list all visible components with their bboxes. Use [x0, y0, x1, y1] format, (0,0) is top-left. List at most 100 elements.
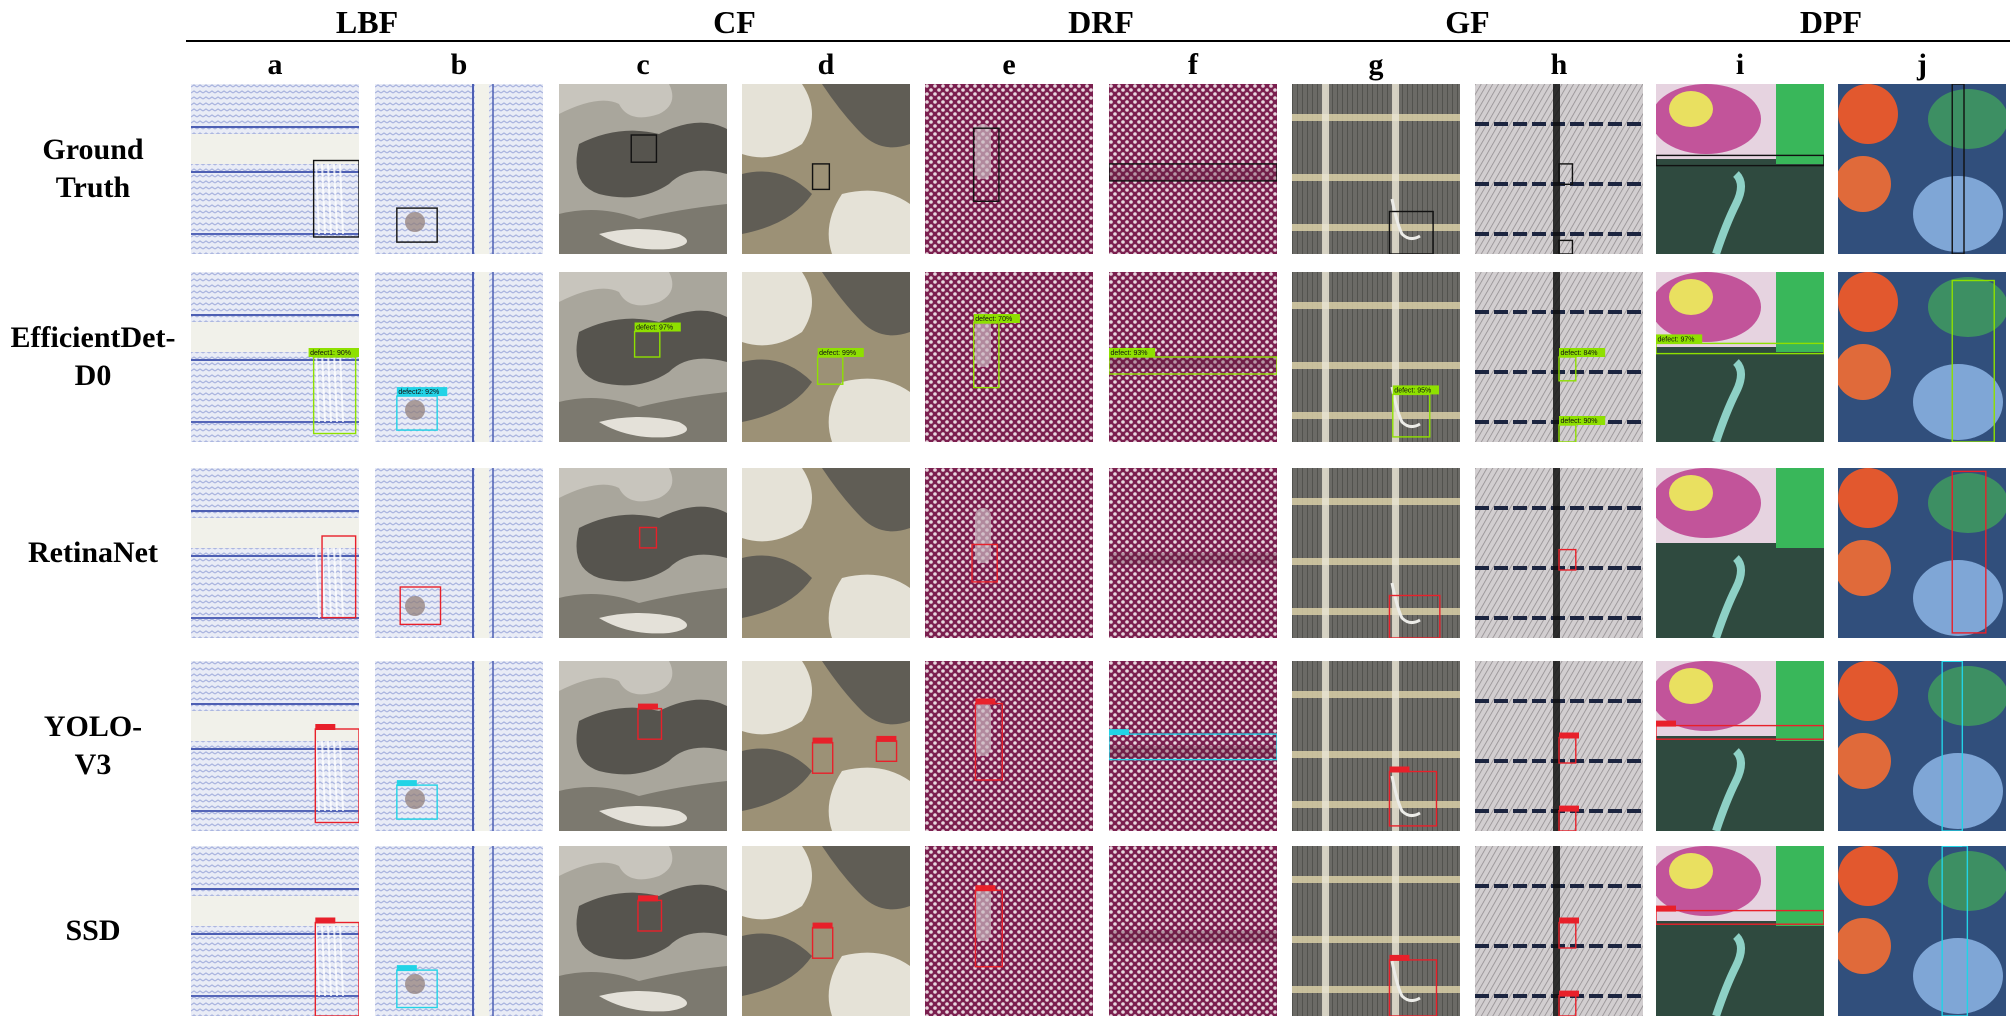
detection-label-bar: [975, 885, 996, 892]
detection-box: [811, 163, 831, 191]
fabric-image: [1838, 84, 2006, 254]
detection-label-bar: [876, 735, 897, 742]
fabric-image: [742, 661, 910, 831]
tile-j-row1: [1838, 272, 2006, 442]
detection-label-bg: [634, 322, 681, 332]
detection-label-bar: [1656, 905, 1676, 912]
tile-a-row0: [191, 84, 359, 254]
fabric-image: [375, 661, 543, 831]
detection-label-bg: [308, 348, 359, 357]
column-label-j: j: [1917, 48, 1927, 81]
detection-label-text: defect: 97%: [636, 325, 673, 332]
fabric-image: [375, 84, 543, 254]
tile-j-row4: [1838, 846, 2006, 1016]
fabric-image: [1292, 84, 1460, 254]
detection-label-bar: [315, 724, 336, 730]
detection-label-text: defect2: 92%: [398, 389, 439, 396]
fabric-image: [925, 84, 1093, 254]
tile-f-row2: [1109, 468, 1277, 638]
fabric-image: [1292, 661, 1460, 831]
detection-label-bg: [1559, 348, 1606, 357]
fabric-image: defect1: 90%: [191, 272, 359, 442]
detection-label-bar: [637, 895, 658, 902]
tile-h-row0: [1475, 84, 1643, 254]
fabric-image: [375, 468, 543, 638]
detection-label-bar: [1389, 954, 1410, 961]
group-label-gf: GF: [1445, 4, 1490, 40]
fabric-image: [1109, 84, 1277, 254]
column-label-h: h: [1550, 48, 1568, 81]
detection-label-bar: [1559, 805, 1579, 812]
fabric-image: [1838, 846, 2006, 1016]
tile-i-row0: [1656, 84, 1824, 254]
fabric-image: [925, 846, 1093, 1016]
tile-d-row4: [742, 846, 910, 1016]
detection-box: [1951, 279, 1995, 442]
detection-box: [396, 395, 438, 431]
detection-box: [1656, 724, 1824, 740]
detection-box: [1656, 342, 1824, 355]
tile-e-row3: [925, 661, 1093, 831]
fabric-image: [1656, 661, 1824, 831]
fabric-image: [1656, 84, 1824, 254]
fabric-image: [1475, 468, 1643, 638]
fabric-image: [1292, 468, 1460, 638]
tile-j-row2: [1838, 468, 2006, 638]
tile-i-row2: [1656, 468, 1824, 638]
detection-box: [630, 134, 658, 163]
tile-g-row0: [1292, 84, 1460, 254]
detection-box: [314, 728, 359, 824]
tile-i-row3: [1656, 661, 1824, 831]
detection-box: [1388, 210, 1434, 254]
fabric-image: defect: 70%: [925, 272, 1093, 442]
tile-a-row1: defect1: 90%: [191, 272, 359, 442]
detection-box: [312, 159, 359, 238]
detection-label-bar: [1559, 990, 1579, 997]
detection-box: [1941, 661, 1964, 831]
tile-i-row1: defect: 97%: [1656, 272, 1824, 442]
detection-label-bg: [817, 348, 864, 357]
detection-label-bg: [1392, 385, 1439, 395]
detection-label-bar: [812, 737, 833, 744]
fabric-image: [742, 468, 910, 638]
detection-box: [1558, 163, 1574, 186]
detection-label-bar: [315, 917, 336, 924]
detection-label-text: defect: 95%: [1394, 387, 1431, 394]
group-label-dpf: DPF: [1799, 4, 1863, 40]
tile-h-row3: [1475, 661, 1643, 831]
tile-d-row3: [742, 661, 910, 831]
detection-label-bar: [812, 922, 833, 929]
detection-label-text: defect: 93%: [1111, 350, 1148, 357]
fabric-image: [1838, 661, 2006, 831]
detection-box: [1388, 594, 1441, 638]
tile-h-row1: defect: 84% defect: 90%: [1475, 272, 1643, 442]
column-label-g: g: [1368, 48, 1384, 81]
column-label-c: c: [636, 48, 650, 81]
fabric-image: [742, 84, 910, 254]
tile-h-row2: [1475, 468, 1643, 638]
tile-b-row4: [375, 846, 543, 1016]
tile-g-row1: defect: 95%: [1292, 272, 1460, 442]
row-label-3: YOLO- V3: [43, 710, 143, 781]
tile-d-row2: [742, 468, 910, 638]
detection-box: [1941, 846, 1969, 1016]
detection-box: [399, 586, 442, 626]
tile-g-row2: [1292, 468, 1460, 638]
tile-e-row2: [925, 468, 1093, 638]
detection-box: [396, 784, 438, 820]
detection-label-bar: [1656, 720, 1676, 727]
fabric-image: [1838, 468, 2006, 638]
fabric-image: [1656, 468, 1824, 638]
tile-c-row0: [559, 84, 727, 254]
header-rule: [186, 40, 2010, 42]
tile-e-row0: [925, 84, 1093, 254]
fabric-image: [191, 468, 359, 638]
fabric-image: [1656, 846, 1824, 1016]
tile-b-row1: defect2: 92%: [375, 272, 543, 442]
detection-label-text: defect: 97%: [1658, 336, 1695, 343]
column-label-d: d: [817, 48, 835, 81]
detection-label-bar: [396, 965, 417, 972]
tile-h-row4: [1475, 846, 1643, 1016]
tile-b-row0: [375, 84, 543, 254]
tile-f-row3: [1109, 661, 1277, 831]
